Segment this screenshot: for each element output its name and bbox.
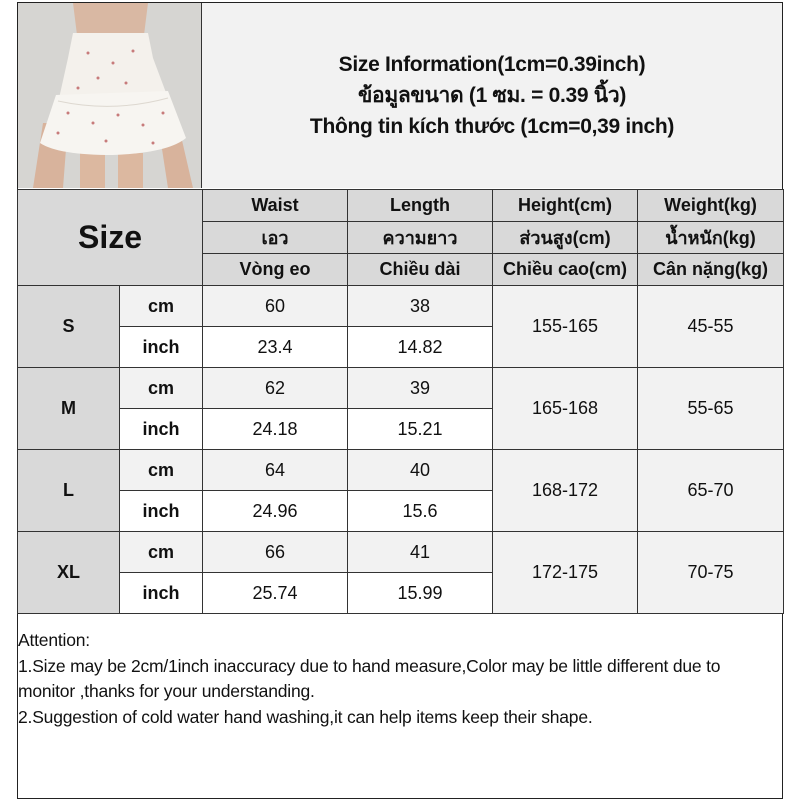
length-cm: 40 (347, 449, 493, 491)
length-inch: 15.6 (347, 490, 493, 532)
attention-notes: Attention: 1.Size may be 2cm/1inch inacc… (18, 628, 778, 730)
col-length-vi: Chiều dài (347, 253, 493, 286)
waist-inch: 24.18 (202, 408, 348, 450)
length-inch: 15.99 (347, 572, 493, 614)
title-vietnamese: Thông tin kích thước (1cm=0,39 inch) (309, 115, 675, 138)
col-waist-vi: Vòng eo (202, 253, 348, 286)
table-row-inch: inch 23.4 14.82 (18, 326, 784, 368)
height-range: 155-165 (492, 285, 638, 368)
unit-label: inch (119, 326, 203, 368)
table-row-cm: L cm 64 40 168-172 65-70 (17, 449, 784, 532)
col-height-vi: Chiều cao(cm) (492, 253, 638, 286)
attention-heading: Attention: (18, 630, 90, 650)
unit-label: inch (119, 408, 203, 450)
header-row-vietnamese: Vòng eo Chiều dài Chiều cao(cm) Cân nặng… (18, 253, 784, 286)
col-waist-thai: เอว (202, 221, 348, 254)
height-range: 172-175 (492, 531, 638, 614)
header-row-english: Size Waist Length Height(cm) Weight(kg) (17, 189, 784, 286)
size-info-title: Size Information(1cm=0.39inch) ข้อมูลขนา… (202, 3, 782, 188)
size-label: L (17, 449, 120, 532)
unit-label: cm (119, 531, 203, 573)
size-table: Size Waist Length Height(cm) Weight(kg) … (17, 189, 784, 614)
size-label: S (17, 285, 120, 368)
length-cm: 38 (347, 285, 493, 327)
table-row-cm: XL cm 66 41 172-175 70-75 (17, 531, 784, 614)
col-height: Height(cm) (492, 189, 638, 222)
waist-cm: 64 (202, 449, 348, 491)
col-length: Length (347, 189, 493, 222)
size-label: XL (17, 531, 120, 614)
size-label: M (17, 367, 120, 450)
attention-note-1: 1.Size may be 2cm/1inch inaccuracy due t… (18, 655, 721, 702)
waist-inch: 23.4 (202, 326, 348, 368)
title-english: Size Information(1cm=0.39inch) (338, 53, 646, 76)
unit-label: cm (119, 367, 203, 409)
length-cm: 39 (347, 367, 493, 409)
length-cm: 41 (347, 531, 493, 573)
size-header: Size (17, 189, 203, 286)
unit-label: inch (119, 572, 203, 614)
weight-range: 55-65 (637, 367, 784, 450)
height-range: 165-168 (492, 367, 638, 450)
table-row-cm: S cm 60 38 155-165 45-55 (17, 285, 784, 368)
col-weight-thai: น้ำหนัก(kg) (637, 221, 784, 254)
waist-inch: 24.96 (202, 490, 348, 532)
col-height-thai: ส่วนสูง(cm) (492, 221, 638, 254)
title-thai: ข้อมูลขนาด (1 ซม. = 0.39 นิ้ว) (357, 84, 627, 107)
table-row-inch: inch 25.74 15.99 (18, 572, 784, 614)
waist-cm: 66 (202, 531, 348, 573)
col-weight: Weight(kg) (637, 189, 784, 222)
waist-inch: 25.74 (202, 572, 348, 614)
col-length-thai: ความยาว (347, 221, 493, 254)
unit-label: cm (119, 285, 203, 327)
height-range: 168-172 (492, 449, 638, 532)
waist-cm: 60 (202, 285, 348, 327)
weight-range: 45-55 (637, 285, 784, 368)
skirt-image (18, 3, 201, 188)
table-row-cm: M cm 62 39 165-168 55-65 (17, 367, 784, 450)
col-weight-vi: Cân nặng(kg) (637, 253, 784, 286)
unit-label: cm (119, 449, 203, 491)
unit-label: inch (119, 490, 203, 532)
col-waist: Waist (202, 189, 348, 222)
table-row-inch: inch 24.96 15.6 (18, 490, 784, 532)
weight-range: 65-70 (637, 449, 784, 532)
attention-note-2: 2.Suggestion of cold water hand washing,… (18, 706, 593, 727)
waist-cm: 62 (202, 367, 348, 409)
length-inch: 14.82 (347, 326, 493, 368)
product-photo (18, 3, 202, 188)
length-inch: 15.21 (347, 408, 493, 450)
weight-range: 70-75 (637, 531, 784, 614)
